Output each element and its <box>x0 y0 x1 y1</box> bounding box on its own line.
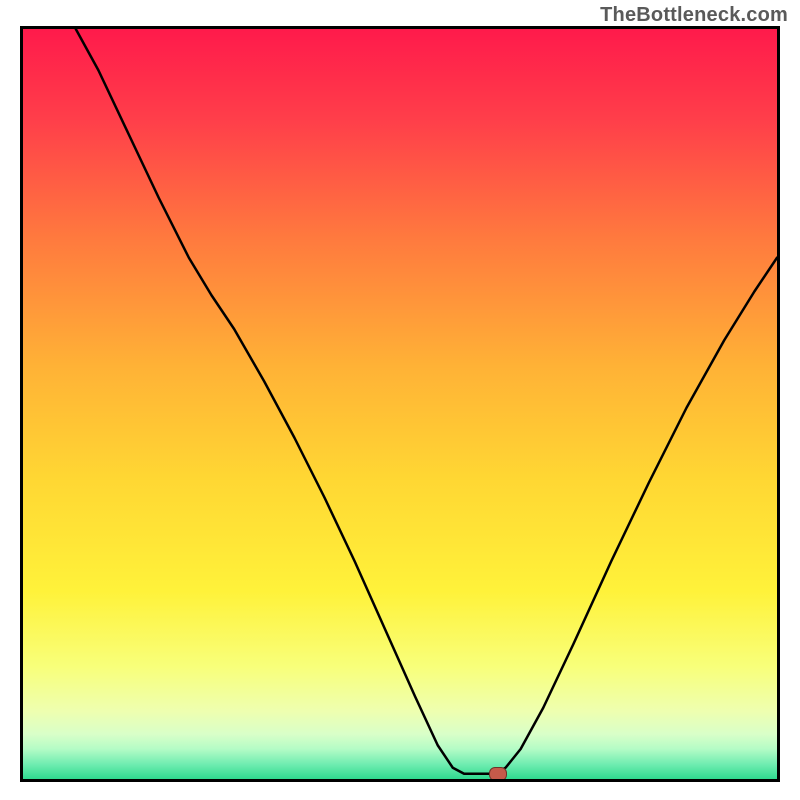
watermark-text: TheBottleneck.com <box>600 4 788 27</box>
minimum-marker <box>489 767 507 781</box>
plot-area <box>20 26 780 782</box>
chart-container: TheBottleneck.com <box>0 0 800 800</box>
bottleneck-curve <box>23 29 777 779</box>
curve-path <box>76 29 777 774</box>
